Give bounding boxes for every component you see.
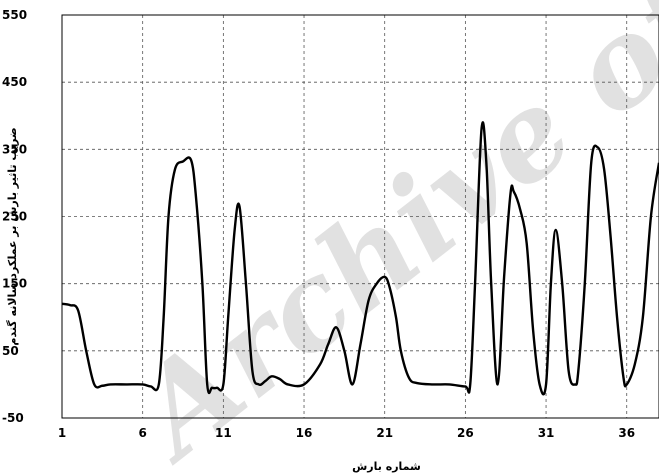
y-axis: -50 50 150 250 350 450 550 xyxy=(2,8,27,425)
x-tick-label: 21 xyxy=(376,426,393,440)
x-tick-label: 26 xyxy=(457,426,474,440)
y-tick-label: 550 xyxy=(2,8,27,22)
x-axis-title: شماره بارش xyxy=(352,460,421,473)
y-tick-label: -50 xyxy=(2,411,24,425)
x-tick-label: 11 xyxy=(215,426,232,440)
x-tick-label: 31 xyxy=(538,426,555,440)
x-axis: 1 6 11 16 21 26 31 36 xyxy=(58,426,635,440)
y-tick-label: 350 xyxy=(2,142,27,156)
x-tick-label: 16 xyxy=(296,426,313,440)
series-line xyxy=(61,121,659,396)
watermark-text: Archive of SID xyxy=(103,0,659,475)
y-tick-label: 150 xyxy=(2,277,27,291)
x-tick-label: 1 xyxy=(58,426,66,440)
y-tick-label: 250 xyxy=(2,210,27,224)
x-tick-label: 36 xyxy=(618,426,635,440)
x-tick-label: 6 xyxy=(138,426,146,440)
y-tick-label: 50 xyxy=(2,344,19,358)
watermark: Archive of SID xyxy=(103,0,659,475)
plot-frame xyxy=(61,14,659,419)
y-axis-title: ضریب تاثیر بارش بر عملکرد سالانه گندم xyxy=(6,127,19,345)
series-layer xyxy=(61,121,659,396)
y-tick-label: 450 xyxy=(2,75,27,89)
